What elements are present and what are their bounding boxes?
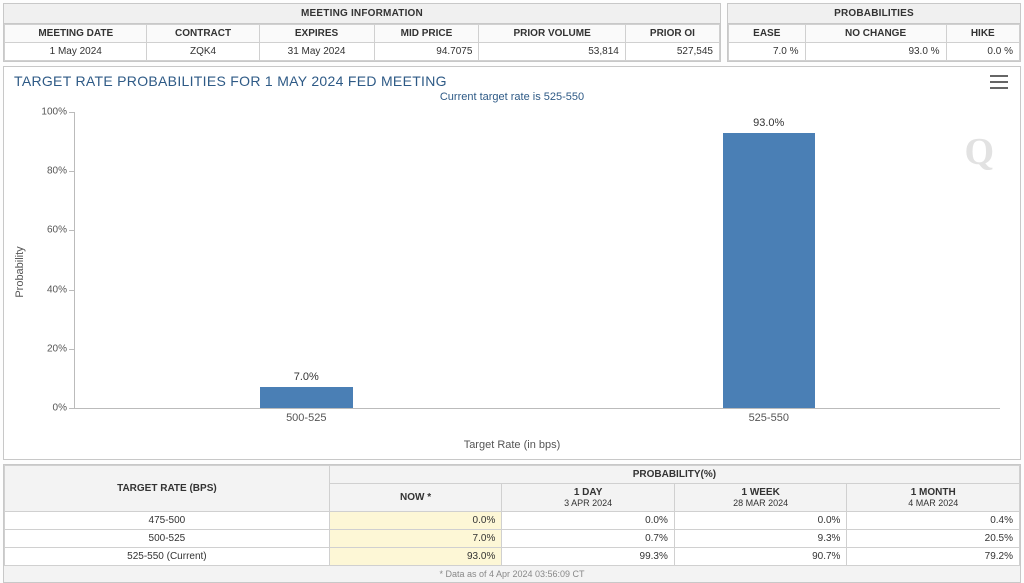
chart-plot: Q 0%20%40%60%80%100%7.0%500-52593.0%525-…	[74, 112, 1000, 409]
table-cell: 99.3%	[502, 548, 675, 566]
table-cell: 93.0%	[329, 548, 502, 566]
prob-column-header: 1 WEEK28 MAR 2024	[674, 484, 847, 512]
probability-history-panel: TARGET RATE (BPS) PROBABILITY(%) NOW *1 …	[3, 464, 1021, 583]
table-header: NO CHANGE	[805, 25, 946, 43]
chart-bar[interactable]	[723, 133, 816, 408]
bar-value-label: 7.0%	[276, 371, 336, 383]
target-rate-header: TARGET RATE (BPS)	[5, 466, 330, 512]
prob-column-header: 1 DAY3 APR 2024	[502, 484, 675, 512]
table-header: EXPIRES	[259, 25, 374, 43]
table-cell: 94.7075	[374, 43, 479, 61]
table-header: PRIOR OI	[625, 25, 719, 43]
table-cell: 90.7%	[674, 548, 847, 566]
table-cell: 53,814	[479, 43, 625, 61]
meeting-info-panel: MEETING INFORMATION MEETING DATECONTRACT…	[3, 3, 721, 62]
chart-body: Probability Q 0%20%40%60%80%100%7.0%500-…	[42, 107, 1010, 437]
table-cell: 527,545	[625, 43, 719, 61]
y-tick-label: 80%	[37, 166, 67, 177]
x-axis-label: Target Rate (in bps)	[14, 439, 1010, 451]
meeting-info-title: MEETING INFORMATION	[4, 4, 720, 24]
data-footnote: * Data as of 4 Apr 2024 03:56:09 CT	[4, 566, 1020, 582]
y-tick-label: 40%	[37, 284, 67, 295]
table-header: HIKE	[946, 25, 1019, 43]
table-cell: 0.0%	[674, 512, 847, 530]
y-tick-label: 100%	[37, 107, 67, 118]
y-tick-label: 60%	[37, 225, 67, 236]
row-label: 475-500	[5, 512, 330, 530]
table-cell: 7.0%	[329, 530, 502, 548]
table-cell: ZQK4	[147, 43, 259, 61]
table-cell: 7.0 %	[729, 43, 806, 61]
x-category-label: 500-525	[286, 412, 326, 424]
chart-panel: TARGET RATE PROBABILITIES FOR 1 MAY 2024…	[3, 66, 1021, 460]
table-cell: 31 May 2024	[259, 43, 374, 61]
table-cell: 93.0 %	[805, 43, 946, 61]
bar-value-label: 93.0%	[739, 117, 799, 129]
probabilities-title: PROBABILITIES	[728, 4, 1020, 24]
meeting-info-table: MEETING DATECONTRACTEXPIRESMID PRICEPRIO…	[4, 24, 720, 61]
x-category-label: 525-550	[749, 412, 789, 424]
table-cell: 1 May 2024	[5, 43, 147, 61]
probability-history-table: TARGET RATE (BPS) PROBABILITY(%) NOW *1 …	[4, 465, 1020, 566]
chart-subtitle: Current target rate is 525-550	[14, 91, 1010, 103]
table-cell: 0.0 %	[946, 43, 1019, 61]
y-tick-label: 20%	[37, 343, 67, 354]
table-header: EASE	[729, 25, 806, 43]
table-header: MEETING DATE	[5, 25, 147, 43]
table-cell: 0.4%	[847, 512, 1020, 530]
prob-column-header: NOW *	[329, 484, 502, 512]
row-label: 525-550 (Current)	[5, 548, 330, 566]
table-cell: 9.3%	[674, 530, 847, 548]
y-tick-label: 0%	[37, 403, 67, 414]
table-cell: 0.0%	[329, 512, 502, 530]
probabilities-panel: PROBABILITIES EASENO CHANGEHIKE 7.0 %93.…	[727, 3, 1021, 62]
table-cell: 0.0%	[502, 512, 675, 530]
table-cell: 0.7%	[502, 530, 675, 548]
row-label: 500-525	[5, 530, 330, 548]
chart-watermark: Q	[964, 130, 994, 174]
table-row: 475-5000.0%0.0%0.0%0.4%	[5, 512, 1020, 530]
probability-header: PROBABILITY(%)	[329, 466, 1019, 484]
probabilities-table: EASENO CHANGEHIKE 7.0 %93.0 %0.0 %	[728, 24, 1020, 61]
table-header: PRIOR VOLUME	[479, 25, 625, 43]
chart-menu-icon[interactable]	[990, 75, 1008, 89]
table-cell: 20.5%	[847, 530, 1020, 548]
y-axis-label: Probability	[14, 246, 26, 297]
table-row: 500-5257.0%0.7%9.3%20.5%	[5, 530, 1020, 548]
chart-bar[interactable]	[260, 387, 353, 408]
table-header: MID PRICE	[374, 25, 479, 43]
table-row: 525-550 (Current)93.0%99.3%90.7%79.2%	[5, 548, 1020, 566]
prob-column-header: 1 MONTH4 MAR 2024	[847, 484, 1020, 512]
table-cell: 79.2%	[847, 548, 1020, 566]
table-header: CONTRACT	[147, 25, 259, 43]
chart-title: TARGET RATE PROBABILITIES FOR 1 MAY 2024…	[14, 73, 1010, 89]
